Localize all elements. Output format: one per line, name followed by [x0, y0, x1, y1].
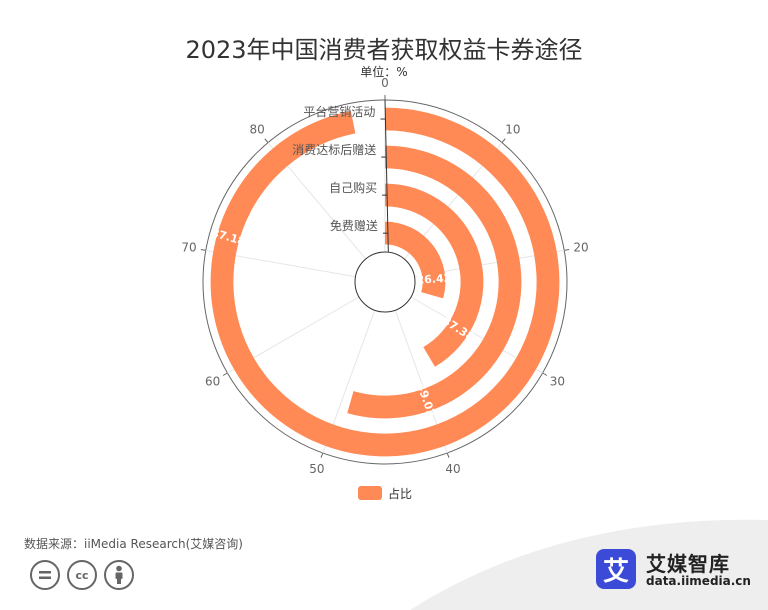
tick-mark: [446, 452, 450, 458]
bar-2: [385, 183, 484, 367]
category-label: 免费赠送: [330, 218, 378, 233]
angle-tick-label: 20: [573, 240, 588, 254]
tick-mark: [222, 372, 228, 376]
angle-tick-label: 30: [550, 375, 565, 389]
tick-mark: [200, 249, 206, 251]
center-hole: [354, 251, 416, 313]
angle-tick-label: 40: [445, 462, 460, 476]
radius-axis-line: [384, 99, 389, 253]
brand-name: 艾媒智库: [646, 552, 730, 576]
tick-mark: [564, 249, 570, 251]
category-label: 消费达标后赠送: [292, 142, 376, 157]
chart-title: 2023年中国消费者获取权益卡券途径: [185, 36, 583, 64]
tick-mark: [501, 138, 506, 143]
bar-1: [385, 221, 446, 299]
cc-icon: cc: [67, 560, 97, 590]
brand-logo-icon: 艾: [596, 549, 636, 589]
tick-mark: [264, 138, 269, 143]
person-icon: [104, 560, 134, 590]
category-label: 平台营销活动: [303, 104, 375, 119]
category-label: 自己购买: [329, 180, 377, 195]
brand-url: data.iimedia.cn: [646, 574, 751, 588]
value-label: 26.42: [416, 272, 451, 287]
angle-tick-label: 80: [249, 123, 264, 137]
tick-mark: [320, 452, 324, 458]
data-source: 数据来源：iiMedia Research(艾媒咨询): [24, 537, 243, 551]
legend[interactable]: 占比: [358, 485, 412, 501]
angle-tick-label: 70: [181, 240, 196, 254]
chart-subtitle: 单位：%: [360, 65, 408, 79]
license-icons: cc: [30, 560, 134, 590]
angle-tick-label: 0: [381, 76, 389, 90]
angle-tick-label: 50: [309, 462, 324, 476]
legend-swatch: [358, 486, 382, 500]
angle-tick-label: 60: [205, 375, 220, 389]
tick-mark: [542, 372, 548, 376]
bar-3: [347, 145, 522, 419]
legend-label: 占比: [388, 486, 413, 501]
equals-icon: [30, 560, 60, 590]
angle-tick-label: 10: [505, 123, 520, 137]
